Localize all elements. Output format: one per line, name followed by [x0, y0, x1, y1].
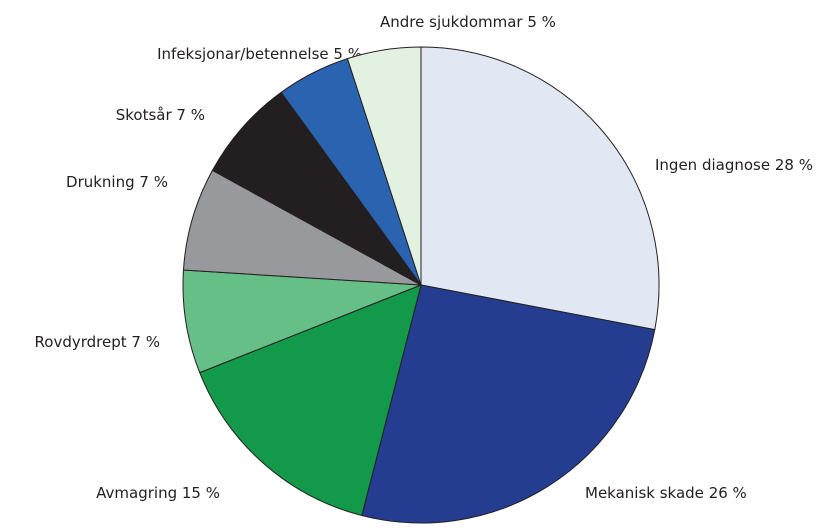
pie-slice: [211, 91, 422, 286]
category-label: Mekanisk skade: [585, 484, 704, 502]
slice-label: Rovdyrdrept 7 %: [35, 333, 160, 351]
value-label: 7 %: [139, 173, 168, 191]
slice-label: Skotsår 7 %: [116, 106, 205, 124]
pie-slice: [346, 46, 422, 286]
value-label: 15 %: [182, 484, 220, 502]
slice-label: Mekanisk skade 26 %: [585, 484, 747, 502]
value-label: 26 %: [709, 484, 747, 502]
value-label: 5 %: [527, 13, 556, 31]
category-label: Avmagring: [96, 484, 177, 502]
slice-label: Drukning 7 %: [66, 173, 168, 191]
category-label: Infeksjonar/betennelse: [157, 45, 329, 63]
pie-slice: [420, 46, 660, 331]
category-label: Ingen diagnose: [655, 156, 770, 174]
slice-label: Andre sjukdommar 5 %: [380, 13, 556, 31]
pie-slice: [361, 284, 656, 524]
slice-label: Infeksjonar/betennelse 5 %: [157, 45, 362, 63]
pie-slice: [199, 284, 422, 517]
category-label: Skotsår: [116, 106, 173, 124]
value-label: 28 %: [775, 156, 813, 174]
value-label: 7 %: [176, 106, 205, 124]
slice-label: Avmagring 15 %: [96, 484, 220, 502]
category-label: Rovdyrdrept: [35, 333, 127, 351]
value-label: 7 %: [131, 333, 160, 351]
pie-slice: [182, 169, 422, 286]
category-label: Drukning: [66, 173, 135, 191]
pie-slice: [182, 269, 422, 374]
category-label: Andre sjukdommar: [380, 13, 523, 31]
slice-label: Ingen diagnose 28 %: [655, 156, 813, 174]
